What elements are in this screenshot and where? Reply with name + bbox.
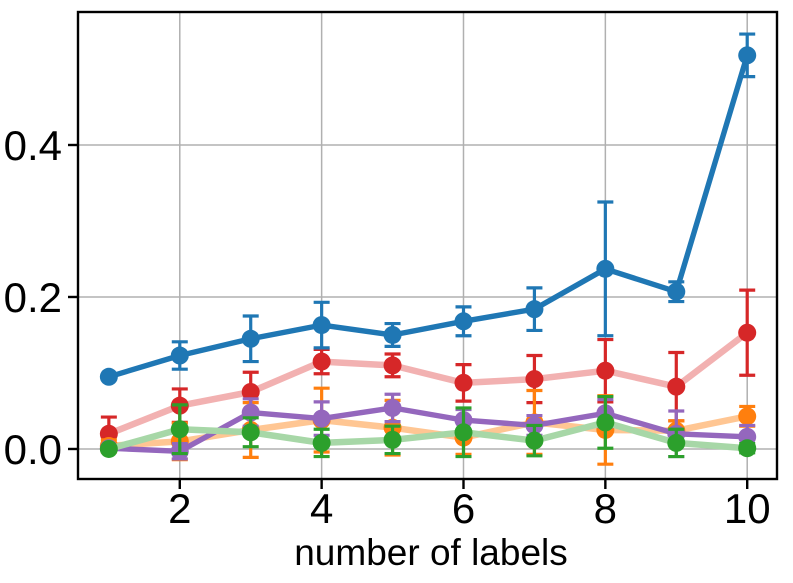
- blue-marker: [312, 316, 331, 335]
- red-marker: [241, 382, 260, 401]
- red-marker: [525, 370, 544, 389]
- x-tick-label: 8: [594, 485, 617, 532]
- blue-marker: [241, 329, 260, 348]
- red-line: [107, 330, 750, 437]
- x-tick-label: 2: [168, 485, 191, 532]
- red-marker: [596, 361, 615, 380]
- blue-marker: [99, 367, 118, 386]
- green-marker: [170, 420, 189, 439]
- blue-marker: [596, 259, 615, 278]
- green-marker: [383, 430, 402, 449]
- y-tick-label: 0.0: [4, 426, 62, 473]
- green-marker: [525, 431, 544, 450]
- series-green: [99, 394, 757, 459]
- series-blue: [99, 32, 757, 386]
- red-marker: [667, 377, 686, 396]
- axes-spines: [76, 10, 779, 481]
- axis-ticks: 2 4 6 8 10 0.0 0.2 0.4: [4, 122, 771, 532]
- x-tick-label: 6: [452, 485, 475, 532]
- green-marker: [312, 433, 331, 452]
- blue-marker: [170, 346, 189, 365]
- green-line: [108, 419, 748, 453]
- blue-line: [108, 54, 750, 380]
- red-marker: [383, 356, 402, 375]
- green-marker: [596, 413, 615, 432]
- green-marker: [99, 439, 118, 458]
- red-marker: [454, 373, 473, 392]
- blue-marker: [454, 312, 473, 331]
- orange-marker: [738, 407, 757, 426]
- x-axis-label: number of labels: [294, 532, 568, 573]
- blue-marker: [738, 46, 757, 65]
- y-tick-label: 0.4: [4, 122, 62, 169]
- x-tick-label: 10: [724, 485, 771, 532]
- x-tick-label: 4: [310, 485, 333, 532]
- blue-marker: [525, 300, 544, 319]
- purple-marker: [312, 409, 331, 428]
- blue-marker: [383, 325, 402, 344]
- green-marker: [241, 423, 260, 442]
- purple-marker: [383, 398, 402, 417]
- green-marker: [738, 439, 757, 458]
- green-marker: [454, 423, 473, 442]
- green-marker: [667, 433, 686, 452]
- red-marker: [312, 352, 331, 371]
- blue-marker: [667, 282, 686, 301]
- red-marker: [738, 323, 757, 342]
- y-tick-label: 0.2: [4, 274, 62, 321]
